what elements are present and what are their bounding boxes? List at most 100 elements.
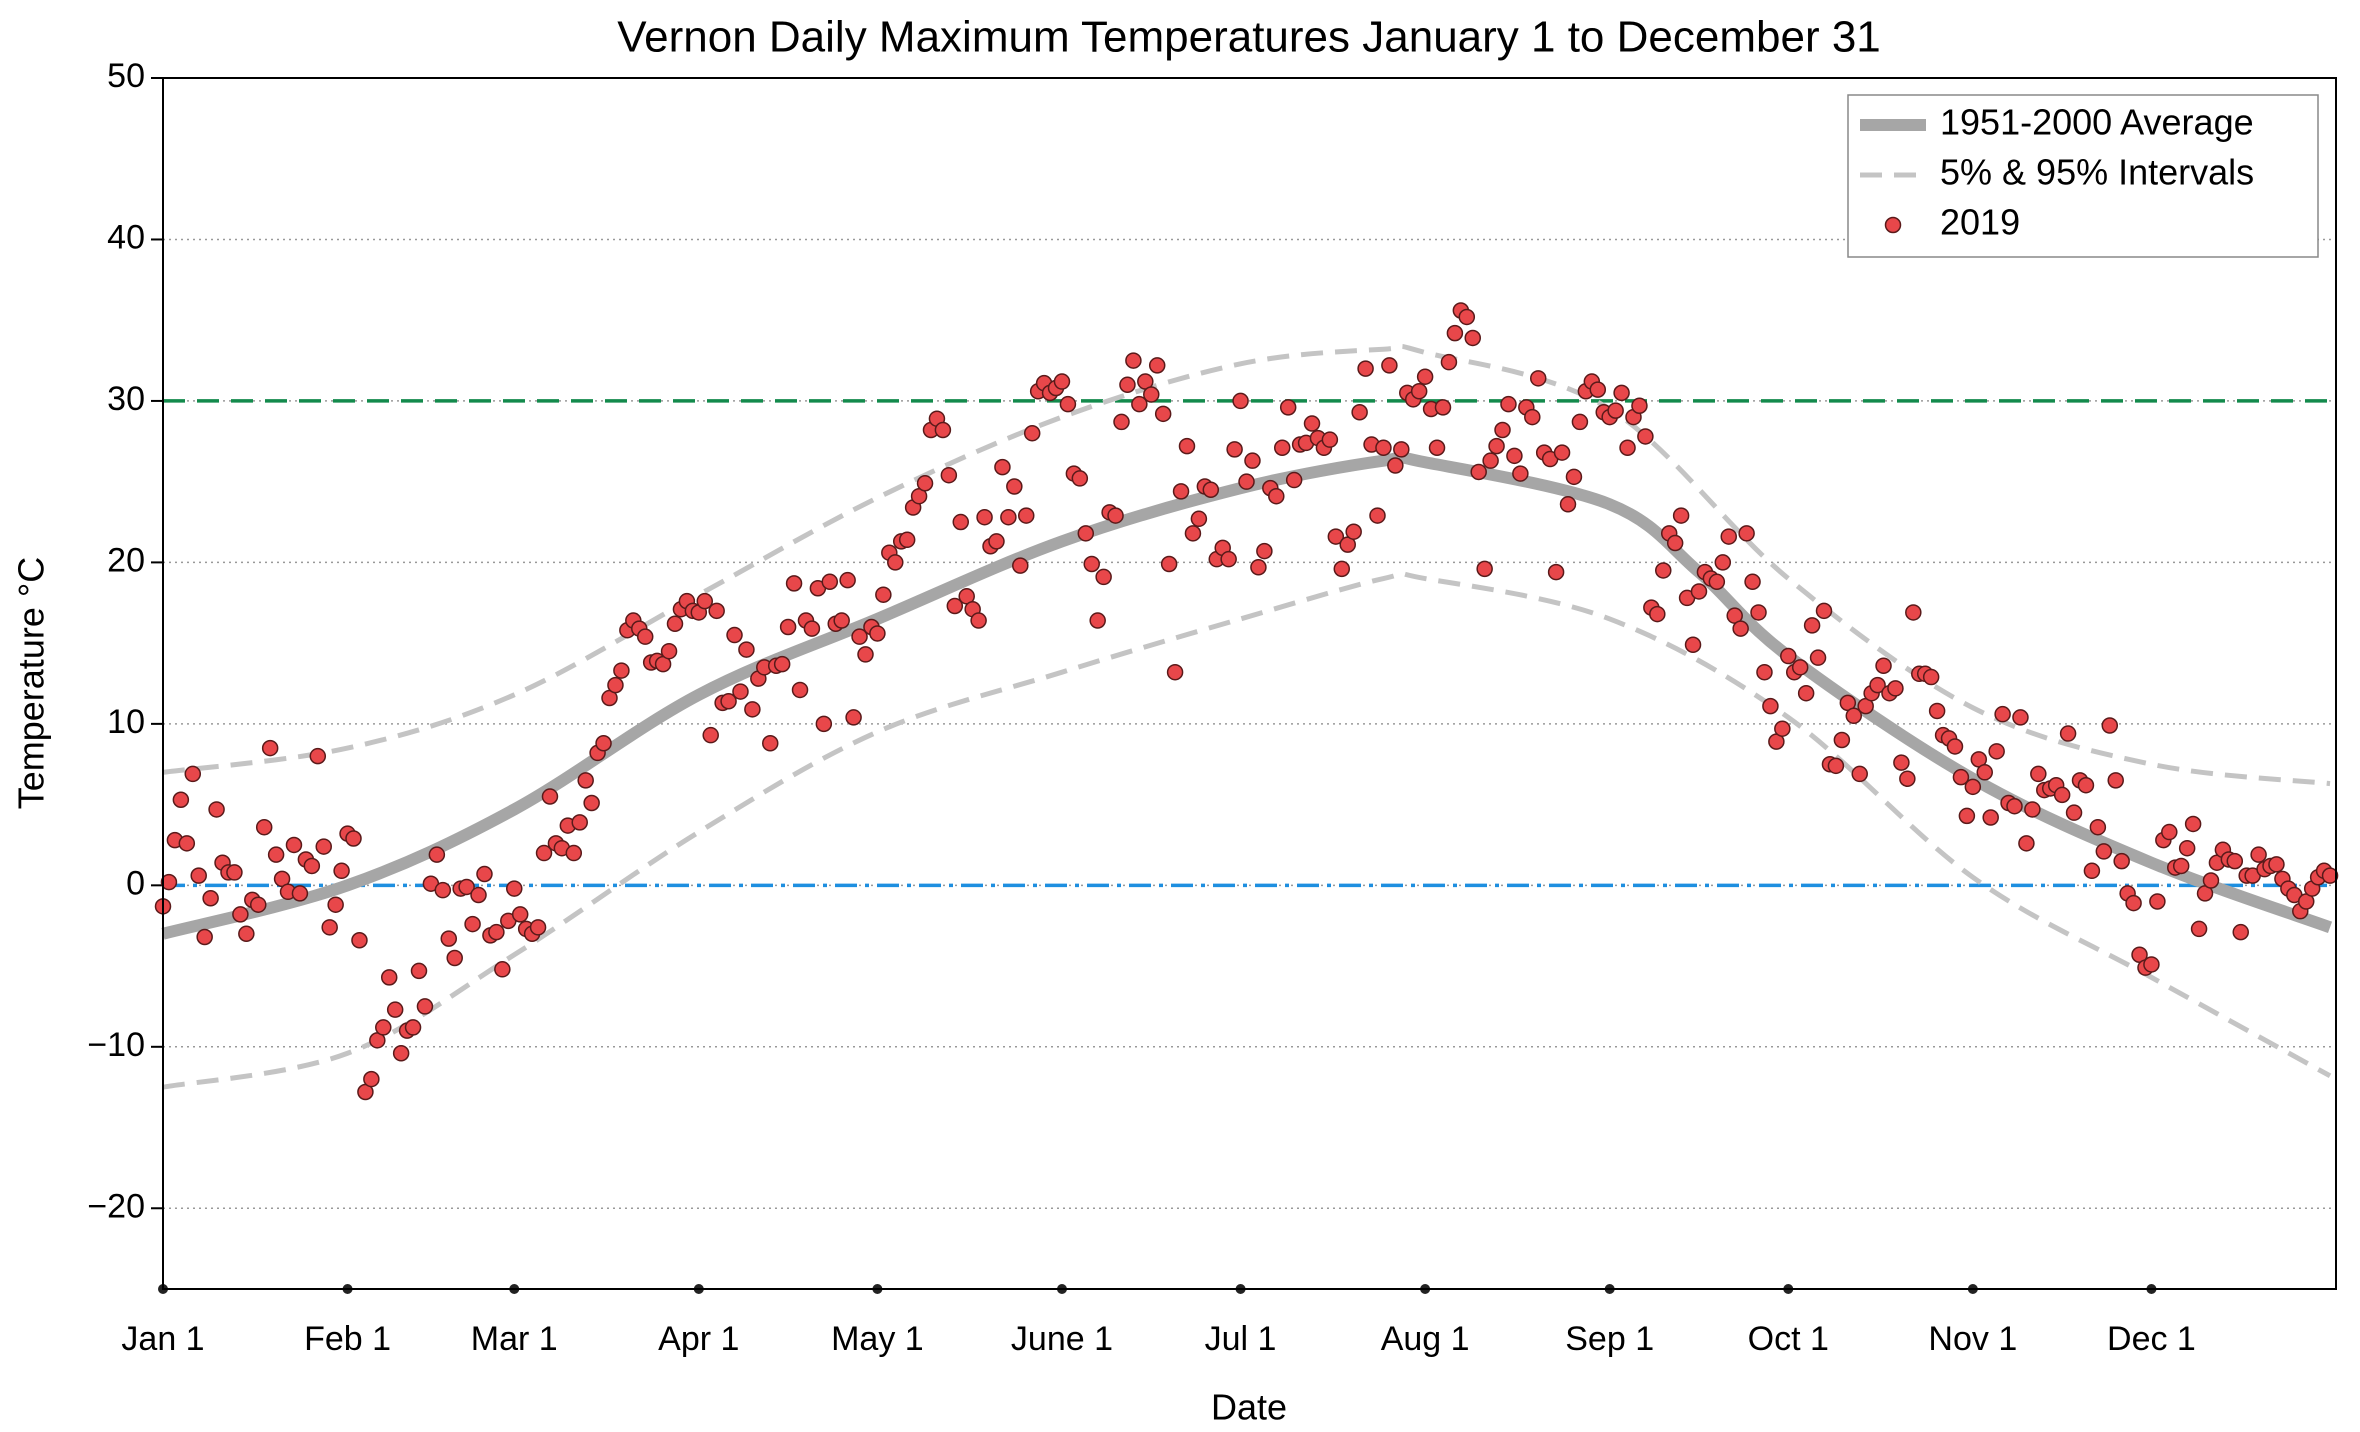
- data-point: [1172, 483, 1190, 500]
- data-point: [1565, 468, 1583, 486]
- data-point: [1166, 663, 1184, 681]
- data-point: [1357, 360, 1374, 377]
- data-point: [1279, 399, 1297, 416]
- data-point: [1154, 405, 1172, 423]
- data-point: [178, 835, 196, 852]
- data-point: [1012, 557, 1029, 574]
- data-point: [470, 886, 487, 904]
- y-tick-label: 10: [107, 703, 145, 741]
- data-point: [458, 878, 475, 896]
- data-point: [1017, 507, 1035, 524]
- data-point: [1690, 583, 1708, 600]
- data-point: [1393, 441, 1410, 458]
- data-point: [1744, 573, 1761, 591]
- data-point: [291, 885, 309, 902]
- data-point: [1268, 487, 1285, 505]
- data-point: [511, 906, 529, 923]
- data-point: [946, 597, 964, 615]
- data-point: [1750, 604, 1767, 621]
- data-point: [2053, 786, 2071, 804]
- x-tick-label: Nov 1: [1928, 1320, 2017, 1358]
- data-point: [1994, 705, 2011, 723]
- data-point: [869, 625, 886, 642]
- data-point: [994, 458, 1011, 476]
- data-point: [1023, 424, 1041, 442]
- data-point: [1684, 636, 1702, 653]
- data-point: [1095, 568, 1112, 586]
- y-tick-label: 50: [107, 57, 145, 95]
- data-point: [1815, 602, 1833, 620]
- data-point: [1410, 382, 1428, 400]
- data-point: [577, 772, 594, 789]
- data-point: [261, 739, 279, 757]
- data-point: [2143, 956, 2160, 973]
- data-point: [636, 628, 654, 645]
- data-point: [267, 846, 285, 863]
- data-point: [2101, 717, 2119, 734]
- y-tick-label: 0: [126, 864, 145, 902]
- legend-label: 1951-2000 Average: [1940, 102, 2254, 143]
- data-point: [285, 836, 303, 854]
- data-point: [2107, 772, 2124, 789]
- data-point: [392, 1045, 410, 1062]
- data-point: [726, 626, 743, 644]
- data-point: [1887, 680, 1904, 697]
- data-point: [1631, 397, 1648, 415]
- data-point: [1893, 754, 1910, 771]
- data-point: [494, 961, 511, 978]
- legend-label: 5% & 95% Intervals: [1940, 152, 2254, 193]
- data-point: [2024, 801, 2041, 818]
- data-point: [666, 615, 684, 633]
- data-point: [1851, 765, 1868, 783]
- data-point: [1202, 481, 1220, 498]
- data-point: [2095, 843, 2113, 860]
- data-point: [1428, 439, 1446, 457]
- data-point: [2202, 872, 2220, 889]
- x-tick-label: Oct 1: [1748, 1320, 1829, 1358]
- data-point: [1351, 403, 1368, 421]
- data-point: [732, 683, 749, 700]
- data-point: [1553, 444, 1571, 461]
- data-point: [1571, 413, 1589, 431]
- data-point: [1000, 508, 1017, 526]
- data-point: [351, 931, 368, 949]
- data-point: [1148, 357, 1166, 374]
- data-point: [1190, 510, 1208, 528]
- plot-frame: [162, 77, 2337, 1290]
- data-point: [1958, 807, 1976, 825]
- data-point: [327, 896, 344, 913]
- data-point: [1666, 534, 1684, 552]
- data-point: [1327, 528, 1345, 545]
- data-point: [851, 628, 868, 645]
- data-point: [583, 794, 600, 812]
- data-point: [607, 676, 624, 694]
- data-point: [446, 949, 463, 967]
- data-point: [1845, 707, 1863, 725]
- data-point: [309, 747, 327, 765]
- data-point: [476, 865, 493, 883]
- data-point: [970, 612, 987, 629]
- data-point: [1559, 496, 1577, 513]
- data-point: [738, 641, 755, 658]
- data-point: [660, 642, 678, 660]
- data-point: [1375, 439, 1392, 457]
- data-point: [1982, 809, 1999, 826]
- legend-marker: [1884, 216, 1902, 234]
- data-point: [1160, 555, 1178, 573]
- data-point: [2083, 862, 2101, 880]
- data-point: [1369, 507, 1386, 524]
- data-point: [1387, 457, 1404, 474]
- data-point: [2018, 835, 2035, 852]
- data-point: [708, 602, 725, 620]
- data-point: [488, 923, 505, 941]
- data-point: [2178, 839, 2196, 857]
- data-point: [160, 873, 178, 891]
- data-point: [613, 662, 630, 679]
- data-point: [1607, 402, 1624, 419]
- data-point: [791, 681, 809, 699]
- data-point: [1321, 431, 1339, 448]
- data-point: [226, 864, 243, 881]
- series-line: [161, 451, 2333, 940]
- data-point: [1113, 413, 1130, 431]
- data-point: [1476, 560, 1493, 578]
